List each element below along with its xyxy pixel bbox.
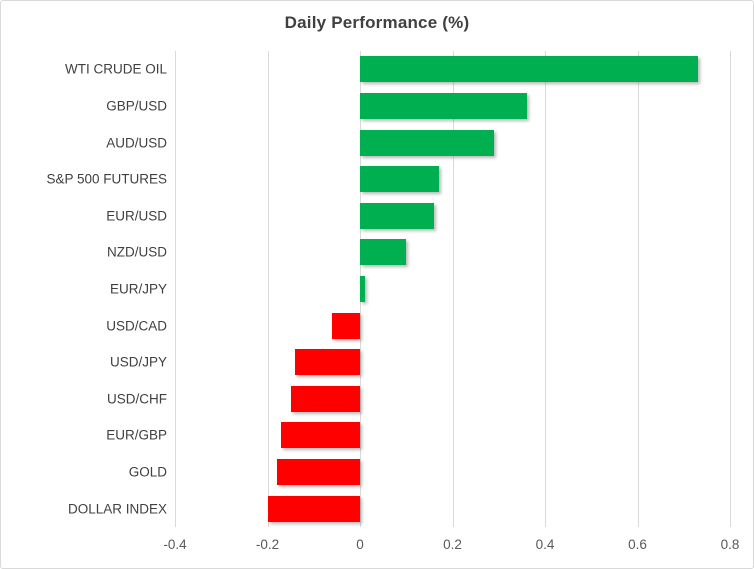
bar-nzd-usd: [360, 239, 407, 266]
x-tick-label-0: 0: [356, 537, 364, 552]
bar-aud-usd: [360, 129, 495, 156]
category-label-aud-usd: AUD/USD: [106, 135, 167, 151]
category-label-wti-crude-oil: WTI CRUDE OIL: [64, 61, 167, 77]
bar-s-p-500-futures: [360, 166, 439, 193]
bar-gbp-usd: [360, 92, 527, 119]
bar-eur-gbp: [281, 422, 360, 449]
gridline-x--0.4: [175, 51, 176, 527]
category-label-usd-cad: USD/CAD: [106, 318, 167, 334]
x-tick-label--0.4: -0.4: [163, 537, 187, 552]
category-label-eur-jpy: EUR/JPY: [109, 281, 167, 297]
category-label-usd-chf: USD/CHF: [107, 391, 167, 407]
x-tick-label-0.6: 0.6: [628, 537, 647, 552]
category-label-s-p-500-futures: S&P 500 FUTURES: [46, 171, 167, 187]
category-label-gbp-usd: GBP/USD: [106, 98, 167, 114]
bar-usd-cad: [332, 312, 360, 339]
x-tick-label-0.4: 0.4: [535, 537, 555, 552]
chart-title: Daily Performance (%): [284, 13, 470, 32]
gridline-x-0.4: [545, 51, 546, 527]
category-label-usd-jpy: USD/JPY: [109, 354, 167, 370]
bar-eur-usd: [360, 202, 434, 229]
bar-gold: [276, 459, 360, 486]
category-label-dollar-index: DOLLAR INDEX: [67, 501, 167, 517]
category-label-gold: GOLD: [128, 464, 167, 480]
category-label-eur-gbp: EUR/GBP: [106, 427, 167, 443]
plot-area: [175, 51, 731, 527]
x-tick-label--0.2: -0.2: [255, 537, 280, 552]
category-label-eur-usd: EUR/USD: [106, 208, 167, 224]
bar-wti-crude-oil: [360, 56, 698, 83]
bar-dollar-index: [267, 495, 360, 522]
bar-usd-jpy: [295, 349, 360, 376]
bar-usd-chf: [290, 385, 360, 412]
x-tick-label-0.8: 0.8: [720, 537, 740, 552]
category-label-nzd-usd: NZD/USD: [107, 244, 167, 260]
gridline-x-0.6: [637, 51, 639, 527]
bar-eur-jpy: [360, 276, 365, 302]
gridline-x--0.2: [267, 51, 269, 527]
gridline-x-0.8: [730, 51, 731, 527]
x-tick-label-0.2: 0.2: [443, 537, 462, 552]
gridline-x-0.2: [452, 51, 454, 527]
